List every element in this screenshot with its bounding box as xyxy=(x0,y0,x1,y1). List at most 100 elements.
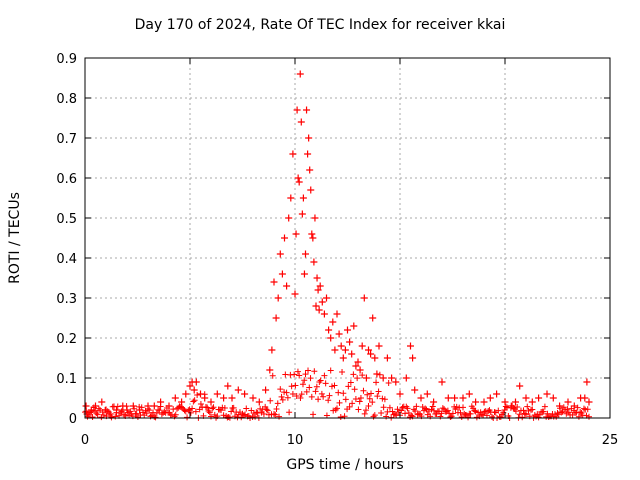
baseline-point xyxy=(385,380,392,387)
baseline-point xyxy=(575,413,582,420)
baseline-point xyxy=(321,372,328,379)
baseline-point xyxy=(380,404,387,411)
data-point xyxy=(335,330,343,338)
data-point xyxy=(367,350,375,358)
baseline-point xyxy=(182,408,189,415)
baseline-point xyxy=(243,405,250,412)
data-point xyxy=(331,346,339,354)
baseline-point xyxy=(495,407,502,414)
x-tick-label: 5 xyxy=(186,433,194,448)
data-point xyxy=(87,406,95,414)
baseline-point xyxy=(240,412,247,419)
data-point xyxy=(119,402,127,410)
baseline-point xyxy=(457,409,464,416)
baseline-point xyxy=(376,371,383,378)
baseline-point xyxy=(269,372,276,379)
data-point xyxy=(278,270,286,278)
data-point xyxy=(318,298,326,306)
baseline-point xyxy=(189,405,196,412)
baseline-point xyxy=(305,367,312,374)
data-point xyxy=(165,402,173,410)
baseline-point xyxy=(438,410,445,417)
data-point xyxy=(409,354,417,362)
plot-frame xyxy=(84,57,611,419)
data-point xyxy=(423,390,431,398)
baseline-point xyxy=(346,403,353,410)
data-point xyxy=(564,398,572,406)
baseline-point xyxy=(365,402,372,409)
baseline-point xyxy=(230,404,237,411)
baseline-point xyxy=(433,410,440,417)
baseline-point xyxy=(545,414,552,421)
baseline-point xyxy=(520,407,527,414)
baseline-point xyxy=(563,410,570,417)
y-tick-label: 0.7 xyxy=(56,132,77,147)
data-point xyxy=(302,250,309,258)
baseline-point xyxy=(413,403,420,410)
baseline-point xyxy=(497,413,504,420)
baseline-point xyxy=(100,412,107,419)
data-point xyxy=(444,394,452,402)
data-point xyxy=(465,390,473,398)
data-point xyxy=(270,278,278,286)
data-point xyxy=(171,394,179,402)
baseline-point xyxy=(315,396,322,403)
baseline-point xyxy=(523,411,529,418)
data-point xyxy=(293,106,301,114)
baseline-point xyxy=(379,395,386,402)
data-point xyxy=(549,394,557,402)
baseline-point xyxy=(310,411,317,418)
data-point xyxy=(396,390,404,398)
baseline-point xyxy=(221,405,228,412)
data-point xyxy=(516,382,524,390)
baseline-point xyxy=(210,404,217,411)
data-point xyxy=(136,406,144,414)
baseline-point xyxy=(330,407,337,414)
baseline-point xyxy=(412,407,419,414)
baseline-point xyxy=(328,383,335,390)
baseline-point xyxy=(260,410,267,417)
baseline-point xyxy=(339,368,346,375)
baseline-point xyxy=(336,399,343,406)
data-point xyxy=(486,394,494,402)
baseline-point xyxy=(303,388,310,395)
baseline-point xyxy=(307,375,314,382)
data-point xyxy=(362,374,370,382)
baseline-point xyxy=(431,407,438,414)
x-tick-label: 15 xyxy=(392,433,409,448)
data-point xyxy=(344,326,351,334)
data-point xyxy=(106,410,114,418)
baseline-point xyxy=(258,409,265,416)
baseline-point xyxy=(340,390,347,397)
data-point xyxy=(298,210,306,218)
baseline-point xyxy=(373,379,380,386)
baseline-point xyxy=(467,410,474,417)
data-point xyxy=(305,134,313,142)
data-point xyxy=(583,378,591,386)
baseline-point xyxy=(460,404,466,411)
data-point xyxy=(292,230,300,238)
baseline-point xyxy=(131,405,138,412)
baseline-point xyxy=(514,404,521,411)
data-point xyxy=(113,406,120,414)
baseline-point xyxy=(531,412,538,419)
baseline-point xyxy=(143,410,150,417)
baseline-point xyxy=(383,413,390,420)
baseline-point xyxy=(95,405,102,412)
baseline-point xyxy=(453,403,460,410)
baseline-point xyxy=(378,409,385,416)
data-point xyxy=(350,322,358,330)
data-point xyxy=(274,294,282,302)
data-point xyxy=(314,286,322,294)
data-point xyxy=(315,306,323,314)
baseline-point xyxy=(483,412,490,419)
baseline-point xyxy=(458,413,465,420)
baseline-point xyxy=(342,396,349,403)
baseline-point xyxy=(422,405,429,412)
baseline-point xyxy=(525,407,532,414)
data-point xyxy=(339,354,347,362)
baseline-point xyxy=(118,408,125,415)
data-point xyxy=(411,386,419,394)
data-point xyxy=(157,398,165,406)
